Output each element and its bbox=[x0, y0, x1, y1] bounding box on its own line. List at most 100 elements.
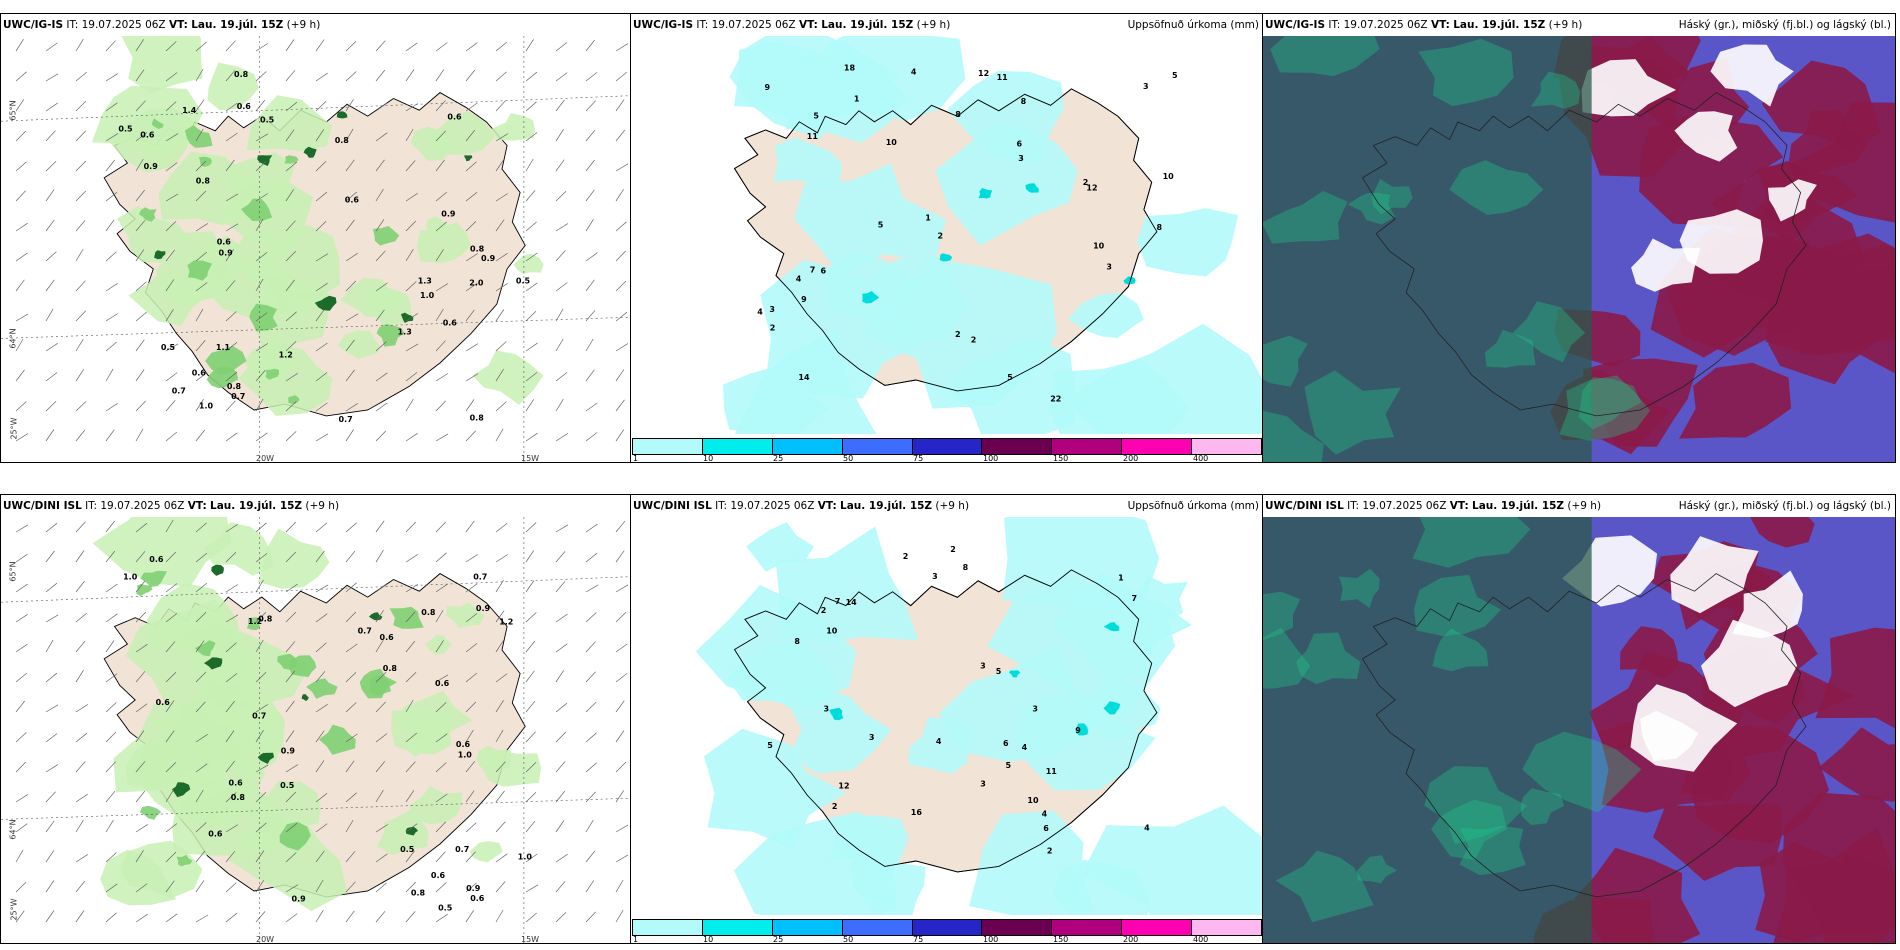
wind-barb bbox=[405, 881, 417, 893]
wind-barb bbox=[255, 822, 267, 833]
precip-area bbox=[257, 752, 275, 764]
wind-barb bbox=[495, 640, 504, 653]
wind-barb bbox=[195, 552, 208, 563]
wind-barb bbox=[435, 552, 447, 563]
wind-barb bbox=[345, 313, 359, 322]
wind-barb bbox=[75, 369, 84, 382]
precip-area bbox=[306, 678, 338, 699]
wind-barb bbox=[525, 432, 538, 442]
wind-barb bbox=[435, 851, 446, 863]
wind-barb bbox=[285, 641, 296, 653]
value-label: 5 bbox=[996, 667, 1002, 676]
wind-barb bbox=[555, 190, 567, 202]
value-label: 6 bbox=[821, 267, 827, 276]
wind-barb bbox=[255, 218, 264, 232]
model-name: UWC/IG-IS bbox=[633, 19, 694, 31]
wind-barb bbox=[525, 190, 536, 202]
wind-barb bbox=[255, 791, 267, 803]
wind-barb bbox=[195, 340, 206, 352]
high-cloud-contour bbox=[1432, 628, 1489, 672]
value-label: 0.7 bbox=[473, 572, 487, 581]
precip-area bbox=[92, 517, 232, 587]
wind-barb bbox=[135, 522, 148, 533]
wind-barb bbox=[585, 791, 596, 803]
legend-tick-label: 10 bbox=[703, 454, 714, 463]
wind-barb bbox=[345, 611, 357, 623]
wind-barb bbox=[165, 162, 178, 172]
wind-barb bbox=[45, 130, 56, 142]
wind-barb bbox=[165, 519, 174, 533]
high-cloud-contour bbox=[1459, 825, 1526, 876]
wind-barb bbox=[285, 431, 297, 442]
wind-barb bbox=[105, 40, 116, 52]
wind-barb bbox=[75, 310, 86, 322]
wind-barb bbox=[255, 278, 264, 292]
wind-barb bbox=[135, 850, 144, 863]
wind-barb bbox=[255, 99, 266, 112]
wind-barb bbox=[555, 702, 568, 713]
value-label: 0.8 bbox=[421, 608, 436, 617]
coastline bbox=[733, 569, 1158, 873]
value-label: 0.6 bbox=[156, 698, 171, 707]
wind-barb bbox=[105, 640, 115, 653]
wind-barb bbox=[615, 99, 625, 112]
high-cloud-contour bbox=[1304, 370, 1401, 455]
wind-barb bbox=[345, 910, 355, 923]
wind-barb bbox=[345, 40, 357, 52]
precip-area bbox=[172, 782, 191, 798]
wind-barb bbox=[405, 398, 414, 412]
legend-swatch bbox=[842, 920, 913, 935]
wind-barb bbox=[375, 219, 385, 232]
wind-barb bbox=[75, 130, 86, 142]
clear-sky-area bbox=[1674, 111, 1738, 162]
precip-area bbox=[947, 70, 1064, 164]
wind-barb bbox=[495, 41, 508, 52]
wind-barb bbox=[195, 522, 207, 533]
wind-barb bbox=[15, 338, 24, 352]
wind-barb bbox=[585, 252, 598, 262]
wind-barb bbox=[525, 399, 534, 412]
wind-barb bbox=[435, 882, 447, 893]
wind-barb bbox=[285, 101, 298, 112]
wind-barb bbox=[195, 41, 207, 52]
wind-barb bbox=[195, 734, 208, 743]
value-label: 8 bbox=[1021, 97, 1027, 106]
wind-barb bbox=[315, 671, 326, 683]
precip-area bbox=[246, 617, 260, 631]
wind-barb bbox=[345, 369, 355, 382]
precip-area bbox=[369, 675, 392, 697]
wind-barb bbox=[375, 672, 387, 683]
precip-area bbox=[469, 841, 503, 863]
wind-barb bbox=[75, 248, 84, 262]
legend-swatch bbox=[842, 439, 913, 454]
wind-barb bbox=[285, 70, 296, 82]
wind-barb bbox=[435, 609, 444, 623]
precip-area bbox=[377, 808, 429, 855]
wind-barb bbox=[585, 523, 598, 533]
wind-barb bbox=[375, 520, 385, 533]
value-label: 1 bbox=[925, 214, 931, 223]
precip-area bbox=[862, 291, 880, 304]
legend-swatch bbox=[1122, 920, 1193, 935]
wind-barb bbox=[135, 249, 145, 262]
wind-barb bbox=[105, 368, 114, 382]
wind-barb bbox=[315, 253, 329, 262]
wind-barb bbox=[15, 39, 24, 52]
wind-barb bbox=[225, 400, 236, 412]
wind-barb bbox=[315, 823, 328, 833]
wind-barb bbox=[105, 583, 118, 593]
value-label: 0.8 bbox=[234, 70, 249, 79]
value-label: 2 bbox=[903, 552, 909, 561]
wind-barb bbox=[345, 429, 354, 442]
wind-barb bbox=[495, 369, 504, 382]
wind-barb bbox=[285, 341, 297, 352]
wind-barb bbox=[135, 913, 148, 923]
wind-barb bbox=[495, 790, 505, 803]
wind-barb bbox=[45, 523, 58, 533]
clear-sky-area bbox=[1732, 570, 1803, 639]
wind-barb bbox=[45, 704, 59, 713]
wind-barb bbox=[255, 312, 268, 322]
wind-barb bbox=[285, 161, 298, 172]
wind-barb bbox=[285, 823, 298, 833]
precip-area bbox=[100, 849, 177, 906]
